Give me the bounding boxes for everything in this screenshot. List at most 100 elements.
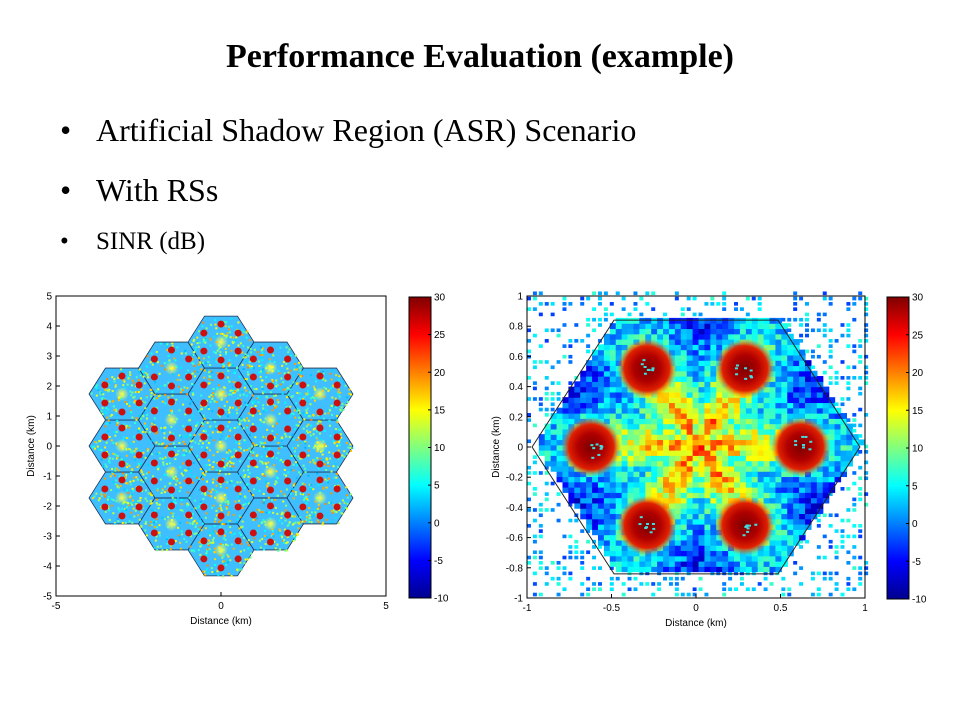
field-pixel [722,455,729,462]
field-pixel [728,476,735,483]
field-pixel [834,381,839,385]
field-pixel [846,376,851,380]
speckle [339,428,342,431]
speckle [294,461,297,464]
speckle [114,467,117,470]
field-pixel [592,354,599,361]
speckle [135,418,138,421]
speckle [235,366,238,369]
speckle [306,514,309,517]
speckle [189,402,192,405]
field-pixel [751,333,759,340]
speckle [146,355,149,358]
speckle [199,517,202,520]
speckle [228,435,231,438]
field-pixel [603,407,611,414]
speckle [257,524,260,527]
speckle [331,369,334,372]
field-pixel [692,460,700,467]
field-pixel [621,397,629,404]
speckle [209,370,212,373]
field-pixel [674,418,682,425]
speckle [274,404,277,407]
speckle [247,544,250,547]
field-pixel [775,471,782,478]
field-pixel [686,550,694,557]
speckle [348,388,351,391]
field-pixel [846,487,851,491]
field-pixel [674,376,682,382]
field-pixel [609,360,617,367]
speckle [233,455,236,458]
field-pixel [586,508,593,515]
colorbar-tick-label: 25 [434,330,446,341]
field-pixel [651,333,658,340]
field-pixel [674,450,682,456]
field-pixel [556,444,564,451]
speckle [298,373,301,376]
speckle [327,465,330,468]
speckle [111,389,114,392]
speckle [186,435,189,438]
field-pixel [834,529,839,533]
speckle [297,471,300,474]
field-pixel [805,323,809,327]
speckle [346,502,349,505]
rs-spot [118,424,126,432]
speckle [317,467,320,470]
relay-station-1 [616,338,677,399]
field-pixel [674,508,682,515]
field-pixel [828,524,833,528]
speckle [238,421,241,424]
speckle [271,430,274,433]
field-pixel [781,402,788,409]
field-pixel [787,381,794,388]
field-pixel [633,471,640,478]
speckle [263,436,266,439]
field-pixel [692,487,700,493]
speckle [105,411,108,414]
field-pixel [745,413,753,419]
speckle [173,500,176,503]
field-pixel [639,434,646,441]
speckle [338,444,341,447]
field-pixel [609,508,617,515]
field-pixel [763,386,771,393]
field-pixel [858,354,863,359]
speckle [100,410,103,413]
field-pixel [769,561,777,567]
field-pixel [674,529,682,536]
field-pixel [615,328,623,335]
field-pixel [686,407,694,414]
speckle [324,478,327,481]
rs-spot [316,424,324,432]
field-pixel [716,339,723,345]
speckle [211,395,214,398]
speckle [283,386,286,389]
field-pixel [781,497,788,504]
field-pixel [603,534,611,541]
speckle [213,351,216,354]
speckle [196,455,199,458]
speckle [215,468,218,471]
field-pixel [769,333,777,340]
field-pixel [716,428,723,435]
field-pixel [532,471,537,475]
field-pixel [674,349,682,356]
speckle [179,486,182,489]
field-pixel [787,391,794,398]
field-pixel [544,439,552,446]
speckle [345,452,348,455]
speckle [280,513,283,516]
speckle [223,386,226,389]
speckle [228,519,231,522]
field-pixel [686,460,694,467]
speckle [138,414,141,417]
field-pixel [763,328,771,335]
field-pixel [556,518,561,523]
speckle [302,464,305,467]
speckle [341,402,344,405]
speckle [284,509,287,512]
speckle [186,387,189,390]
field-pixel [840,518,845,523]
